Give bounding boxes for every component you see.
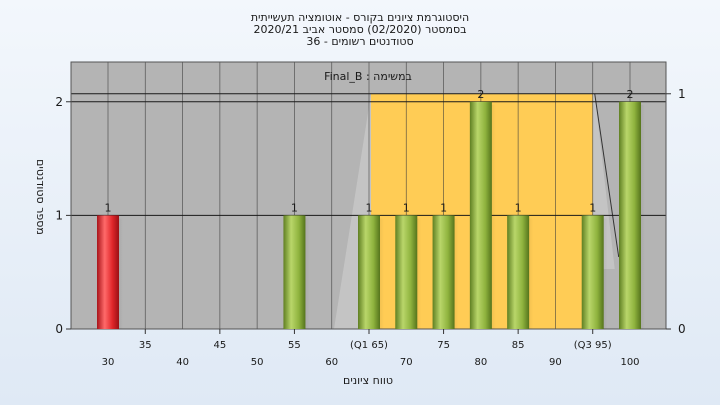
x-tick-label-upper: 85 — [512, 340, 525, 351]
chart-title-line-2: בסמסטר (02/2020) סמסטר אביב 2020/21 — [253, 23, 467, 36]
bar — [469, 101, 492, 329]
y-tick-label: 1 — [55, 208, 63, 222]
x-tick-label-upper: (Q3 95) — [574, 340, 612, 351]
bar — [432, 215, 455, 329]
x-tick-label-lower: 50 — [251, 357, 264, 368]
data-label: 1 — [403, 201, 410, 214]
data-label: 1 — [440, 201, 447, 214]
x-tick-label-lower: 40 — [176, 357, 189, 368]
data-label: 2 — [627, 88, 634, 101]
x-tick-label-upper: 45 — [213, 340, 226, 351]
iqr-whisker — [594, 93, 620, 258]
data-label: 1 — [366, 201, 373, 214]
y-tick-label: 0 — [55, 322, 63, 336]
bar — [358, 215, 380, 329]
data-label: 1 — [515, 201, 522, 214]
y-tick-label: 2 — [55, 95, 63, 109]
data-label: 1 — [105, 201, 112, 214]
chart-title-line-3: סטודנטים רשומים - 36 — [306, 35, 414, 48]
x-tick-label-lower: 60 — [325, 357, 338, 368]
bar — [581, 215, 604, 329]
bar — [507, 215, 530, 329]
x-tick-label-lower: 30 — [102, 357, 115, 368]
data-label: 2 — [477, 88, 484, 101]
x-tick-label-lower: 80 — [474, 357, 487, 368]
x-tick-label-upper: 55 — [288, 340, 301, 351]
bar — [395, 215, 418, 329]
x-axis-label: טווח ציונים — [343, 374, 393, 387]
x-tick-label-upper: (Q1 65) — [350, 340, 388, 351]
bar — [283, 215, 306, 329]
x-tick-label-lower: 100 — [620, 357, 639, 368]
x-tick-label-upper: 35 — [139, 340, 152, 351]
y2-tick-label: 1 — [678, 87, 686, 101]
x-tick-label-upper: 75 — [437, 340, 450, 351]
chart-title-line-1: היסטוגרמת ציונים בקורס - אוטומציה תעשיית… — [250, 11, 470, 24]
data-label: 1 — [291, 201, 298, 214]
bar — [619, 101, 641, 329]
y-axis-label: מספר סטודנטים — [34, 159, 47, 235]
data-label: 1 — [589, 201, 596, 214]
chart-subtitle: במשימה : Final_B — [324, 70, 412, 83]
bar — [97, 215, 119, 329]
x-tick-label-lower: 70 — [400, 357, 413, 368]
x-tick-label-lower: 90 — [549, 357, 562, 368]
y2-tick-label: 0 — [678, 322, 686, 336]
